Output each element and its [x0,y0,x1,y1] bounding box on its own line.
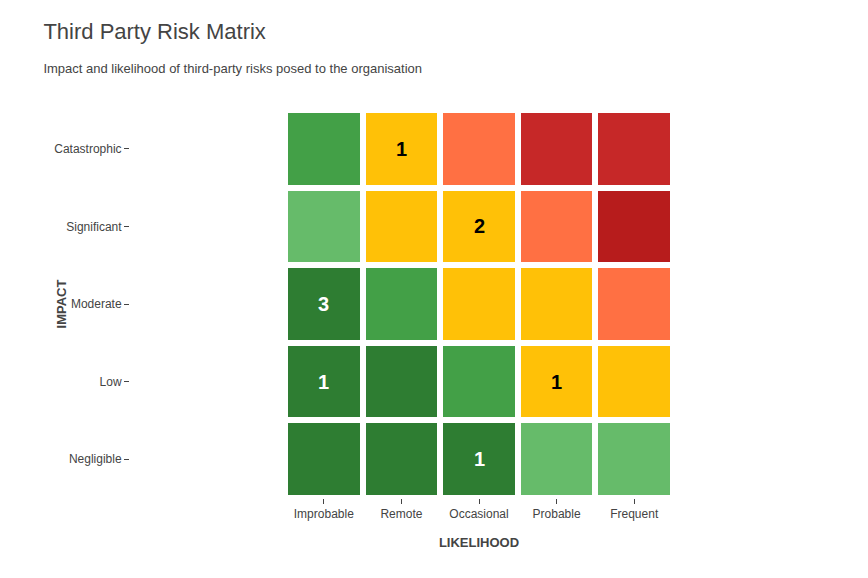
svg-text:2: 2 [474,215,485,237]
svg-text:Impact and likelihood of third: Impact and likelihood of third-party ris… [43,61,422,76]
svg-text:LIKELIHOOD: LIKELIHOOD [439,535,519,550]
svg-text:Negligible: Negligible [69,452,122,466]
svg-text:1: 1 [396,138,407,160]
svg-text:Remote: Remote [380,507,422,521]
svg-text:Occasional: Occasional [449,507,508,521]
svg-text:Catastrophic: Catastrophic [54,142,121,156]
svg-text:Frequent: Frequent [610,507,659,521]
svg-text:IMPACT: IMPACT [54,280,69,329]
svg-text:Third Party Risk Matrix: Third Party Risk Matrix [43,19,265,44]
svg-text:Improbable: Improbable [294,507,354,521]
svg-text:1: 1 [551,371,562,393]
svg-text:Low: Low [100,375,122,389]
svg-text:1: 1 [318,371,329,393]
svg-text:1: 1 [474,448,485,470]
svg-text:3: 3 [318,293,329,315]
svg-text:Probable: Probable [533,507,581,521]
svg-text:Significant: Significant [66,220,122,234]
svg-text:Moderate: Moderate [71,297,122,311]
